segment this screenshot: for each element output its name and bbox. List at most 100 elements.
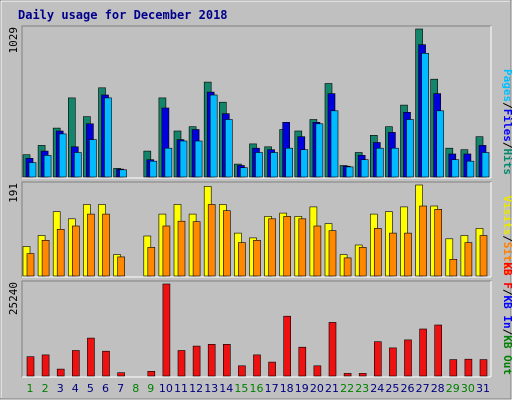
day-label-7: 7 <box>117 382 124 395</box>
day-label-25: 25 <box>385 382 399 395</box>
bar-kb-f-day-6 <box>102 350 110 377</box>
bar-pages-day-25 <box>391 147 399 178</box>
day-label-29: 29 <box>446 382 460 395</box>
bar-kb-f-day-27 <box>419 328 427 377</box>
bar-kb-f-day-9 <box>147 370 156 377</box>
bar-kb-f-day-11 <box>177 350 186 377</box>
bar-pages-day-19 <box>300 149 309 178</box>
bar-sites-day-26 <box>404 232 412 277</box>
bar-sites-day-17 <box>268 218 276 277</box>
day-label-15: 15 <box>234 382 248 395</box>
legend-item-1: / <box>501 289 512 296</box>
bar-sites-day-29 <box>449 258 458 277</box>
bar-pages-day-24 <box>375 147 384 178</box>
panel-1-ymax-label: 1029 <box>7 27 20 54</box>
day-label-21: 21 <box>325 382 339 395</box>
day-label-24: 24 <box>370 382 384 395</box>
legend-item-3: / <box>501 142 512 149</box>
bar-sites-day-24 <box>373 228 382 277</box>
legend-item-3: / <box>501 329 512 336</box>
bar-sites-day-1 <box>26 253 35 277</box>
bar-pages-day-2 <box>43 155 52 178</box>
legend-item-2: Sites <box>501 242 512 275</box>
bar-sites-day-23 <box>358 247 367 277</box>
bar-sites-day-21 <box>328 230 337 277</box>
bar-kb-f-day-2 <box>41 354 50 377</box>
bar-kb-f-day-30 <box>464 358 473 377</box>
bar-sites-day-12 <box>192 221 201 277</box>
day-label-12: 12 <box>189 382 203 395</box>
bar-kb-f-day-22 <box>343 373 352 377</box>
bar-sites-day-15 <box>238 242 246 277</box>
day-label-23: 23 <box>355 382 369 395</box>
day-label-13: 13 <box>204 382 218 395</box>
bar-sites-day-6 <box>102 213 110 277</box>
bar-pages-day-12 <box>194 140 203 178</box>
bar-pages-day-27 <box>421 52 429 178</box>
bar-sites-day-20 <box>313 225 322 277</box>
day-label-22: 22 <box>340 382 354 395</box>
bar-pages-day-21 <box>330 110 339 178</box>
legend-item-4: Hits <box>501 149 512 176</box>
legend-item-2: KB In <box>501 296 512 329</box>
bar-sites-day-16 <box>253 240 261 277</box>
bar-kb-f-day-26 <box>404 339 412 377</box>
bar-kb-f-day-31 <box>479 359 488 377</box>
bar-sites-day-22 <box>343 257 352 277</box>
bar-sites-day-31 <box>479 235 488 277</box>
bar-kb-f-day-14 <box>223 343 231 377</box>
day-label-19: 19 <box>295 382 309 395</box>
panel-2-bars <box>22 184 488 277</box>
day-label-9: 9 <box>147 382 154 395</box>
bar-sites-day-11 <box>177 220 186 277</box>
day-label-5: 5 <box>87 382 94 395</box>
bar-pages-day-30 <box>466 160 475 178</box>
day-label-27: 27 <box>416 382 430 395</box>
bar-pages-day-4 <box>74 152 82 178</box>
day-label-3: 3 <box>57 382 64 395</box>
bar-sites-day-19 <box>298 218 307 277</box>
day-label-6: 6 <box>102 382 109 395</box>
x-axis-day-labels: 1 2 3 4 5 6 7 8 9 10 11 12 13 14 15 16 17 18 19 20 21 22 23 24 2… <box>27 382 491 395</box>
day-label-8: 8 <box>132 382 139 395</box>
bar-pages-day-14 <box>225 119 233 178</box>
bar-pages-day-20 <box>315 123 324 178</box>
panel-2-ymax-label: 191 <box>7 183 20 203</box>
bar-pages-day-17 <box>270 152 278 178</box>
day-label-20: 20 <box>310 382 324 395</box>
bar-pages-day-28 <box>436 110 445 178</box>
legend-item-1: / <box>501 235 512 242</box>
bar-kb-f-day-18 <box>283 315 292 377</box>
bar-pages-day-18 <box>285 147 294 178</box>
day-label-17: 17 <box>265 382 279 395</box>
bar-kb-f-day-20 <box>313 365 322 377</box>
panel-3-bars <box>26 283 488 377</box>
legend-item-0: KB F <box>501 262 512 289</box>
bar-kb-f-day-29 <box>449 359 458 377</box>
bar-visits-day-29 <box>445 238 454 277</box>
panel-1-legend: Pages/Files/Hits <box>501 69 512 175</box>
bar-pages-day-9 <box>149 160 158 178</box>
bar-kb-f-day-7 <box>117 372 125 377</box>
bar-kb-f-day-21 <box>328 322 337 377</box>
bar-pages-day-1 <box>28 162 37 178</box>
bar-pages-day-7 <box>119 169 127 178</box>
bar-sites-day-3 <box>56 229 65 277</box>
day-label-30: 30 <box>461 382 475 395</box>
bar-sites-day-9 <box>147 247 156 277</box>
bar-kb-f-day-17 <box>268 361 276 377</box>
bar-kb-f-day-23 <box>358 373 367 377</box>
bar-sites-day-5 <box>87 213 95 277</box>
bar-pages-day-22 <box>345 166 354 178</box>
day-label-28: 28 <box>431 382 445 395</box>
day-label-18: 18 <box>280 382 294 395</box>
bar-kb-f-day-19 <box>298 346 307 377</box>
bar-pages-day-6 <box>104 97 112 178</box>
bar-kb-f-day-5 <box>87 337 95 377</box>
day-label-16: 16 <box>250 382 264 395</box>
bar-pages-day-29 <box>451 159 460 178</box>
bar-sites-day-2 <box>41 240 50 277</box>
day-label-11: 11 <box>174 382 188 395</box>
panel-1-bars <box>22 28 490 178</box>
bar-sites-day-7 <box>117 256 125 277</box>
